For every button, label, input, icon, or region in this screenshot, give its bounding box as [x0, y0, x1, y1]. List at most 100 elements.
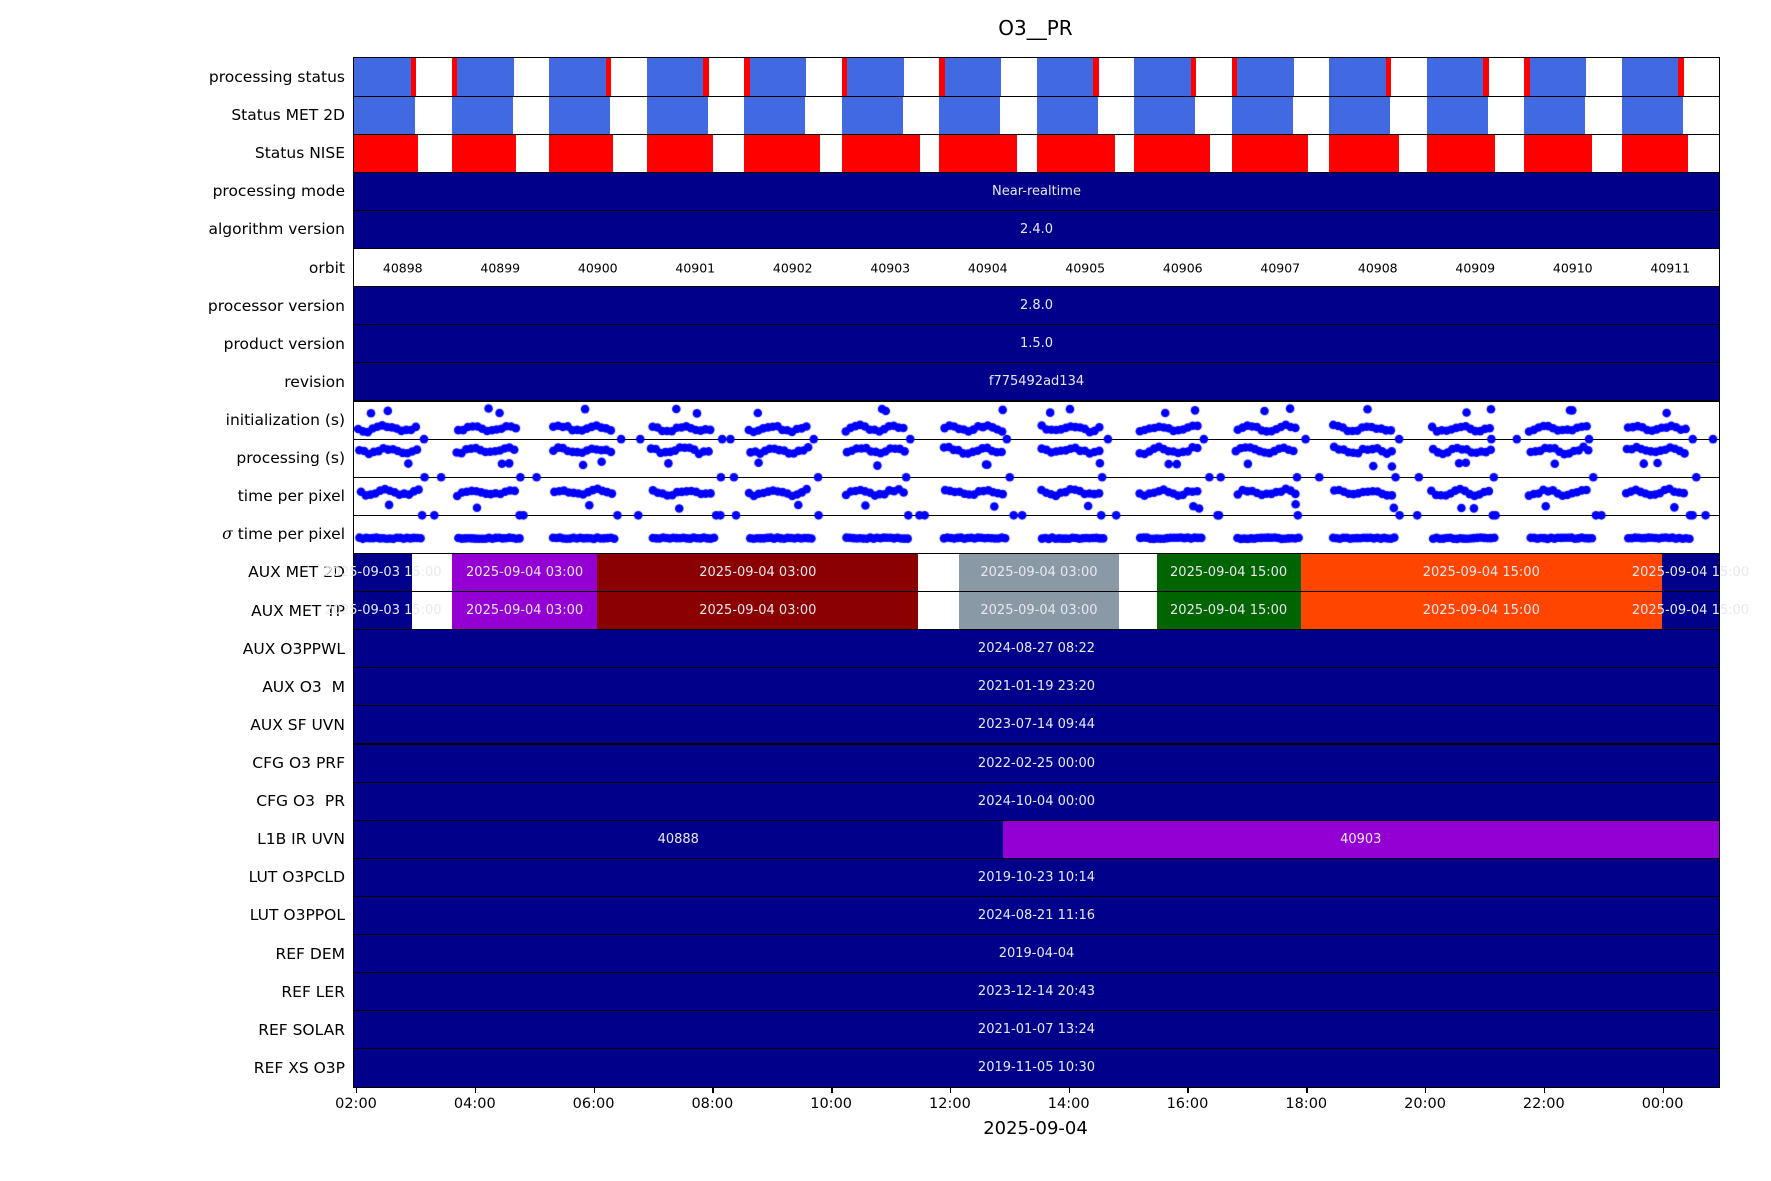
orbit-number: 40905 — [1065, 260, 1106, 276]
row-separator — [354, 972, 1719, 974]
row-separator — [354, 133, 1719, 135]
value-bar: 2021-01-07 13:24 — [354, 1010, 1719, 1049]
row-algorithm-version: algorithm version 2.4.0 — [208, 210, 1719, 249]
orbit-number: 40904 — [967, 260, 1008, 276]
value-bar-text: 1.5.0 — [1019, 336, 1054, 352]
timeline-segment: 2025-09-04 15:00 — [1156, 591, 1301, 630]
status-block — [1329, 134, 1400, 173]
value-bar: 2023-07-14 09:44 — [354, 705, 1719, 744]
timeline-segment: 2025-09-03 15:00 — [324, 553, 442, 592]
x-tick-mark — [593, 1087, 595, 1093]
timeline-segment: 2025-09-04 15:00 — [1632, 591, 1749, 630]
status-block — [549, 134, 614, 173]
status-red-stripe — [744, 58, 750, 97]
segment-text: 2025-09-04 03:00 — [980, 564, 1098, 580]
timeline-segment: 2025-09-04 03:00 — [597, 591, 919, 630]
x-tick-label: 12:00 — [929, 1096, 971, 1112]
segment-text: 2025-09-04 15:00 — [1631, 564, 1750, 580]
row-label-processing-status: processing status — [208, 68, 345, 87]
value-bar: 2.4.0 — [354, 210, 1719, 249]
value-bar: f775492ad134 — [354, 362, 1719, 401]
status-block — [1621, 134, 1688, 173]
x-tick-label: 02:00 — [335, 1096, 377, 1112]
status-red-stripe — [451, 58, 457, 97]
status-red-stripe — [1524, 58, 1530, 97]
orbit-number: 40902 — [772, 260, 813, 276]
row-label-processor-version: processor version — [207, 296, 345, 315]
row-aux-o3ppwl: AUX O3PPWL 2024-08-27 08:22 — [243, 629, 1719, 668]
x-tick-mark — [474, 1087, 477, 1093]
orbit-number: 40906 — [1162, 260, 1203, 276]
status-block — [451, 134, 516, 173]
row-processor-version: processor version 2.8.0 — [208, 286, 1719, 325]
row-separator — [354, 171, 1719, 173]
chart-title: O3__PR — [998, 16, 1073, 40]
row-separator — [354, 781, 1719, 783]
value-bar: 2019-10-23 10:14 — [354, 858, 1719, 897]
row-label-processing-mode: processing mode — [212, 182, 345, 201]
row-lut-o3ppol: LUT O3PPOL 2024-08-21 11:16 — [250, 896, 1719, 935]
x-tick-mark — [356, 1087, 358, 1093]
row-separator — [354, 590, 1719, 593]
x-tick-mark — [1425, 1087, 1427, 1093]
row-ref-solar: REF SOLAR 2021-01-07 13:24 — [258, 1010, 1719, 1049]
row-separator — [354, 629, 1719, 631]
row-label-lut-o3ppol: LUT O3PPOL — [249, 906, 345, 925]
status-block — [1529, 58, 1587, 97]
value-bar: 2021-01-19 23:20 — [354, 667, 1719, 706]
status-block — [457, 58, 514, 97]
status-block — [354, 58, 411, 97]
value-bar: 2.8.0 — [354, 286, 1719, 325]
row-separator — [354, 895, 1719, 898]
orbit-number: 40898 — [382, 260, 423, 276]
status-red-stripe — [939, 58, 945, 97]
value-bar: 2024-08-27 08:22 — [354, 629, 1719, 668]
value-bar-text: 2019-11-05 10:30 — [977, 1060, 1096, 1076]
row-separator — [354, 324, 1719, 326]
value-bar-text: 2023-07-14 09:44 — [977, 717, 1096, 733]
timeline-segment: 40888 — [354, 820, 1003, 859]
status-block — [1621, 58, 1679, 97]
row-separator — [354, 857, 1719, 859]
value-bar-text: 2022-02-25 00:00 — [977, 755, 1096, 771]
x-tick-mark — [712, 1087, 714, 1093]
row-label-time-per-pixel: time per pixel — [237, 487, 345, 506]
orbit-number: 40901 — [675, 260, 716, 276]
row-separator — [354, 743, 1719, 745]
status-block — [847, 58, 904, 97]
value-bar-text: Near-realtime — [992, 183, 1081, 199]
x-tick-label: 08:00 — [691, 1096, 734, 1112]
segment-text: 2025-09-04 15:00 — [1170, 603, 1288, 619]
row-time-per-pixel: time per pixel — [238, 477, 1719, 515]
segment-text: 2025-09-03 15:00 — [324, 603, 442, 619]
status-block — [1524, 134, 1593, 173]
row-status-nise: Status NISE — [255, 134, 1719, 173]
status-block — [646, 134, 713, 173]
status-block — [1134, 58, 1191, 97]
value-bar-text: 2024-10-04 00:00 — [977, 793, 1096, 809]
x-tick-label: 18:00 — [1285, 1096, 1328, 1112]
row-l1b-ir-uvn: L1B IR UVN 40888 40903 — [257, 820, 1719, 859]
segment-text: 2025-09-04 03:00 — [466, 603, 584, 619]
row-label-orbit: orbit — [308, 258, 345, 277]
status-block — [1134, 96, 1196, 135]
status-block — [939, 134, 1017, 173]
x-tick-mark — [1662, 1087, 1664, 1093]
value-bar-text: 2023-12-14 20:43 — [977, 984, 1096, 1000]
row-label-processing-s: processing (s) — [236, 449, 345, 468]
row-label-cfg-o3-prf: CFG O3 PRF — [252, 754, 345, 773]
row-label-time-per-pixel: σ time per pixel — [222, 525, 345, 544]
row-orbit: orbit 40898 40899 40900 40901 40902 40903 40904… — [309, 249, 1719, 287]
x-tick-mark — [1068, 1087, 1071, 1093]
x-tick-mark — [1187, 1087, 1189, 1093]
status-block — [1036, 96, 1098, 135]
orbit-number: 40907 — [1260, 260, 1301, 276]
status-red-stripe — [1231, 58, 1237, 97]
row-separator — [354, 362, 1719, 364]
status-block — [1426, 134, 1495, 173]
row-time-per-pixel: σ time per pixel — [222, 515, 1719, 553]
segment-text: 2025-09-04 03:00 — [699, 603, 817, 619]
value-bar-text: 2024-08-21 11:16 — [977, 907, 1096, 923]
value-bar-text: 2021-01-07 13:24 — [977, 1022, 1096, 1038]
row-label-aux-o3ppwl: AUX O3PPWL — [242, 639, 345, 658]
